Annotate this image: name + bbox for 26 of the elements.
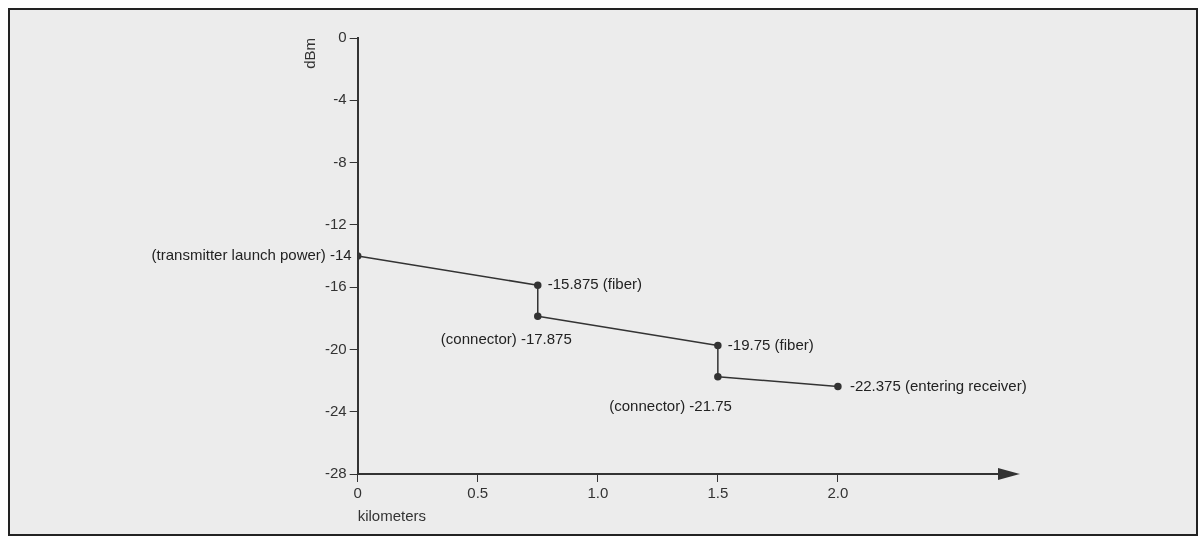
x-axis-title: kilometers — [357, 507, 427, 525]
x-tick-label: 0.5 — [467, 484, 489, 502]
point — [534, 281, 542, 289]
y-tick-label: -16 — [324, 277, 347, 295]
point — [714, 372, 722, 381]
point — [834, 382, 842, 391]
y-tick-label: 0 — [338, 28, 347, 46]
x-tick-label: 0 — [353, 484, 362, 502]
point — [714, 341, 722, 350]
x-tick-label: 1.0 — [587, 484, 609, 502]
y-tick-label: -8 — [333, 152, 347, 170]
y-tick-label: -28 — [324, 464, 347, 482]
annotation: (connector) -21.75 — [609, 396, 732, 414]
annotation: (connector) -17.875 — [440, 330, 572, 348]
y-tick-label: -20 — [324, 339, 347, 357]
point — [534, 312, 542, 321]
y-tick-label: -24 — [324, 401, 347, 419]
x-tick-label: 1.5 — [707, 484, 729, 502]
annotation: -15.875 (fiber) — [547, 275, 642, 293]
annotation: (transmitter launch power) -14 — [151, 246, 352, 264]
annotation: -22.375 (entering receiver) — [849, 376, 1027, 394]
y-axis-title: dBm — [301, 38, 319, 69]
x-tick-label: 2.0 — [827, 484, 849, 502]
y-tick-label: -4 — [333, 90, 347, 108]
annotation: -19.75 (fiber) — [727, 335, 814, 353]
y-tick-label: -12 — [324, 215, 347, 232]
